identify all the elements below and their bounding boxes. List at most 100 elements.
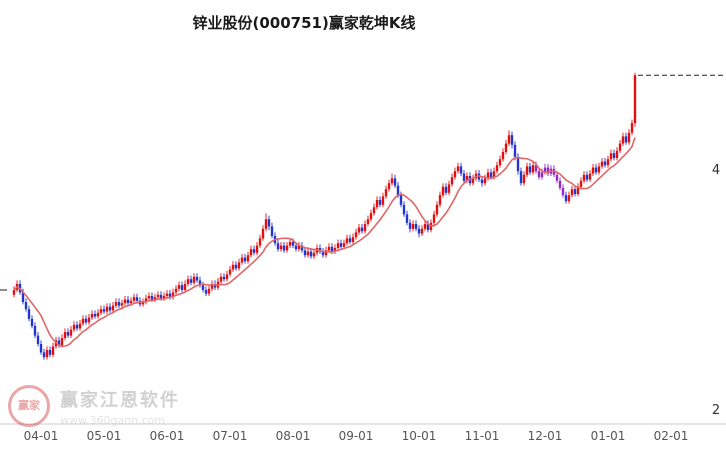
candle-body [561, 188, 565, 196]
candle-body [378, 200, 382, 205]
x-axis-label: 09-01 [339, 429, 374, 443]
candle-body [42, 352, 46, 358]
candle-body [312, 252, 316, 257]
candle-body [48, 350, 52, 355]
candle-body [543, 167, 547, 173]
candle-body [123, 299, 127, 304]
candle-body [102, 309, 106, 312]
candle-body [453, 171, 457, 178]
x-axis-label: 05-01 [87, 429, 122, 443]
candle-body [450, 177, 454, 185]
candle-body [288, 242, 292, 246]
candle-body [291, 242, 295, 246]
candle-body [396, 185, 400, 196]
candle-body [189, 279, 193, 283]
candle-body [621, 136, 625, 144]
candle-body [567, 195, 571, 202]
x-axis-label: 06-01 [150, 429, 185, 443]
x-axis-label: 08-01 [276, 429, 311, 443]
candle-body [63, 332, 67, 338]
candle-body [342, 243, 346, 247]
candle-body [171, 292, 175, 298]
candle-body [411, 224, 415, 229]
candle-body [432, 214, 436, 223]
candle-body [195, 276, 199, 281]
candle-body [402, 204, 406, 215]
candle-body [366, 219, 370, 224]
candle-body [414, 224, 418, 229]
candle-body [99, 309, 103, 313]
candle-body [147, 296, 151, 299]
candle-body [573, 189, 577, 194]
candle-body [372, 207, 376, 214]
candle-body [600, 161, 604, 167]
candle-body [525, 166, 529, 175]
ma-line [13, 137, 636, 348]
candle-body [522, 174, 526, 184]
candle-body [117, 302, 121, 306]
candle-body [615, 150, 619, 158]
candle-body [360, 227, 364, 232]
candle-body [234, 264, 238, 269]
candle-body [180, 285, 184, 290]
candle-body [519, 171, 523, 184]
candle-body [384, 189, 388, 197]
candle-body [183, 284, 187, 290]
candle-body [162, 296, 166, 299]
candle-body [576, 186, 580, 194]
candle-body [534, 165, 538, 172]
candle-body [177, 285, 181, 289]
x-axis-label: 10-01 [402, 429, 437, 443]
candle-body [357, 227, 361, 233]
x-axis-label: 07-01 [213, 429, 248, 443]
candle-body [558, 180, 562, 188]
candle-body [456, 166, 460, 172]
candle-body [213, 284, 217, 288]
candle-body [51, 346, 55, 355]
candle-body [21, 292, 25, 302]
x-axis-label: 01-01 [591, 429, 626, 443]
candle-body [300, 245, 304, 251]
candle-body [303, 250, 307, 256]
x-axis-label: 02-01 [654, 429, 689, 443]
candle-body [588, 173, 592, 180]
candle-body [627, 132, 631, 143]
candle-body [264, 219, 268, 229]
candle-body [252, 249, 256, 253]
candle-body [480, 179, 484, 184]
candle-body [348, 238, 352, 242]
candle-body [27, 309, 31, 319]
candle-body [81, 318, 85, 324]
candle-body [132, 297, 136, 301]
candle-body [585, 174, 589, 180]
candle-body [78, 323, 82, 329]
candle-body [330, 246, 334, 252]
candle-body [618, 143, 622, 151]
candle-body [624, 136, 628, 143]
candle-body [324, 250, 328, 256]
candle-body [345, 238, 349, 244]
candle-body [420, 228, 424, 234]
x-axis-label: 04-01 [24, 429, 59, 443]
candle-body [120, 303, 124, 306]
candle-body [135, 297, 139, 301]
candle-body [228, 269, 232, 275]
candle-body [30, 318, 34, 326]
candle-body [129, 300, 133, 304]
candle-body [69, 329, 73, 336]
candle-body [570, 189, 574, 196]
candle-body [105, 306, 109, 312]
candle-body [321, 251, 325, 256]
candle-body [198, 280, 202, 286]
candle-body [33, 326, 37, 336]
candle-body [207, 288, 211, 294]
candle-body [39, 344, 43, 353]
x-axis-label: 11-01 [465, 429, 500, 443]
candle-body [150, 296, 154, 300]
candle-body [141, 302, 145, 305]
candle-body [369, 213, 373, 220]
candle-body [612, 153, 616, 158]
candle-body [495, 165, 499, 172]
